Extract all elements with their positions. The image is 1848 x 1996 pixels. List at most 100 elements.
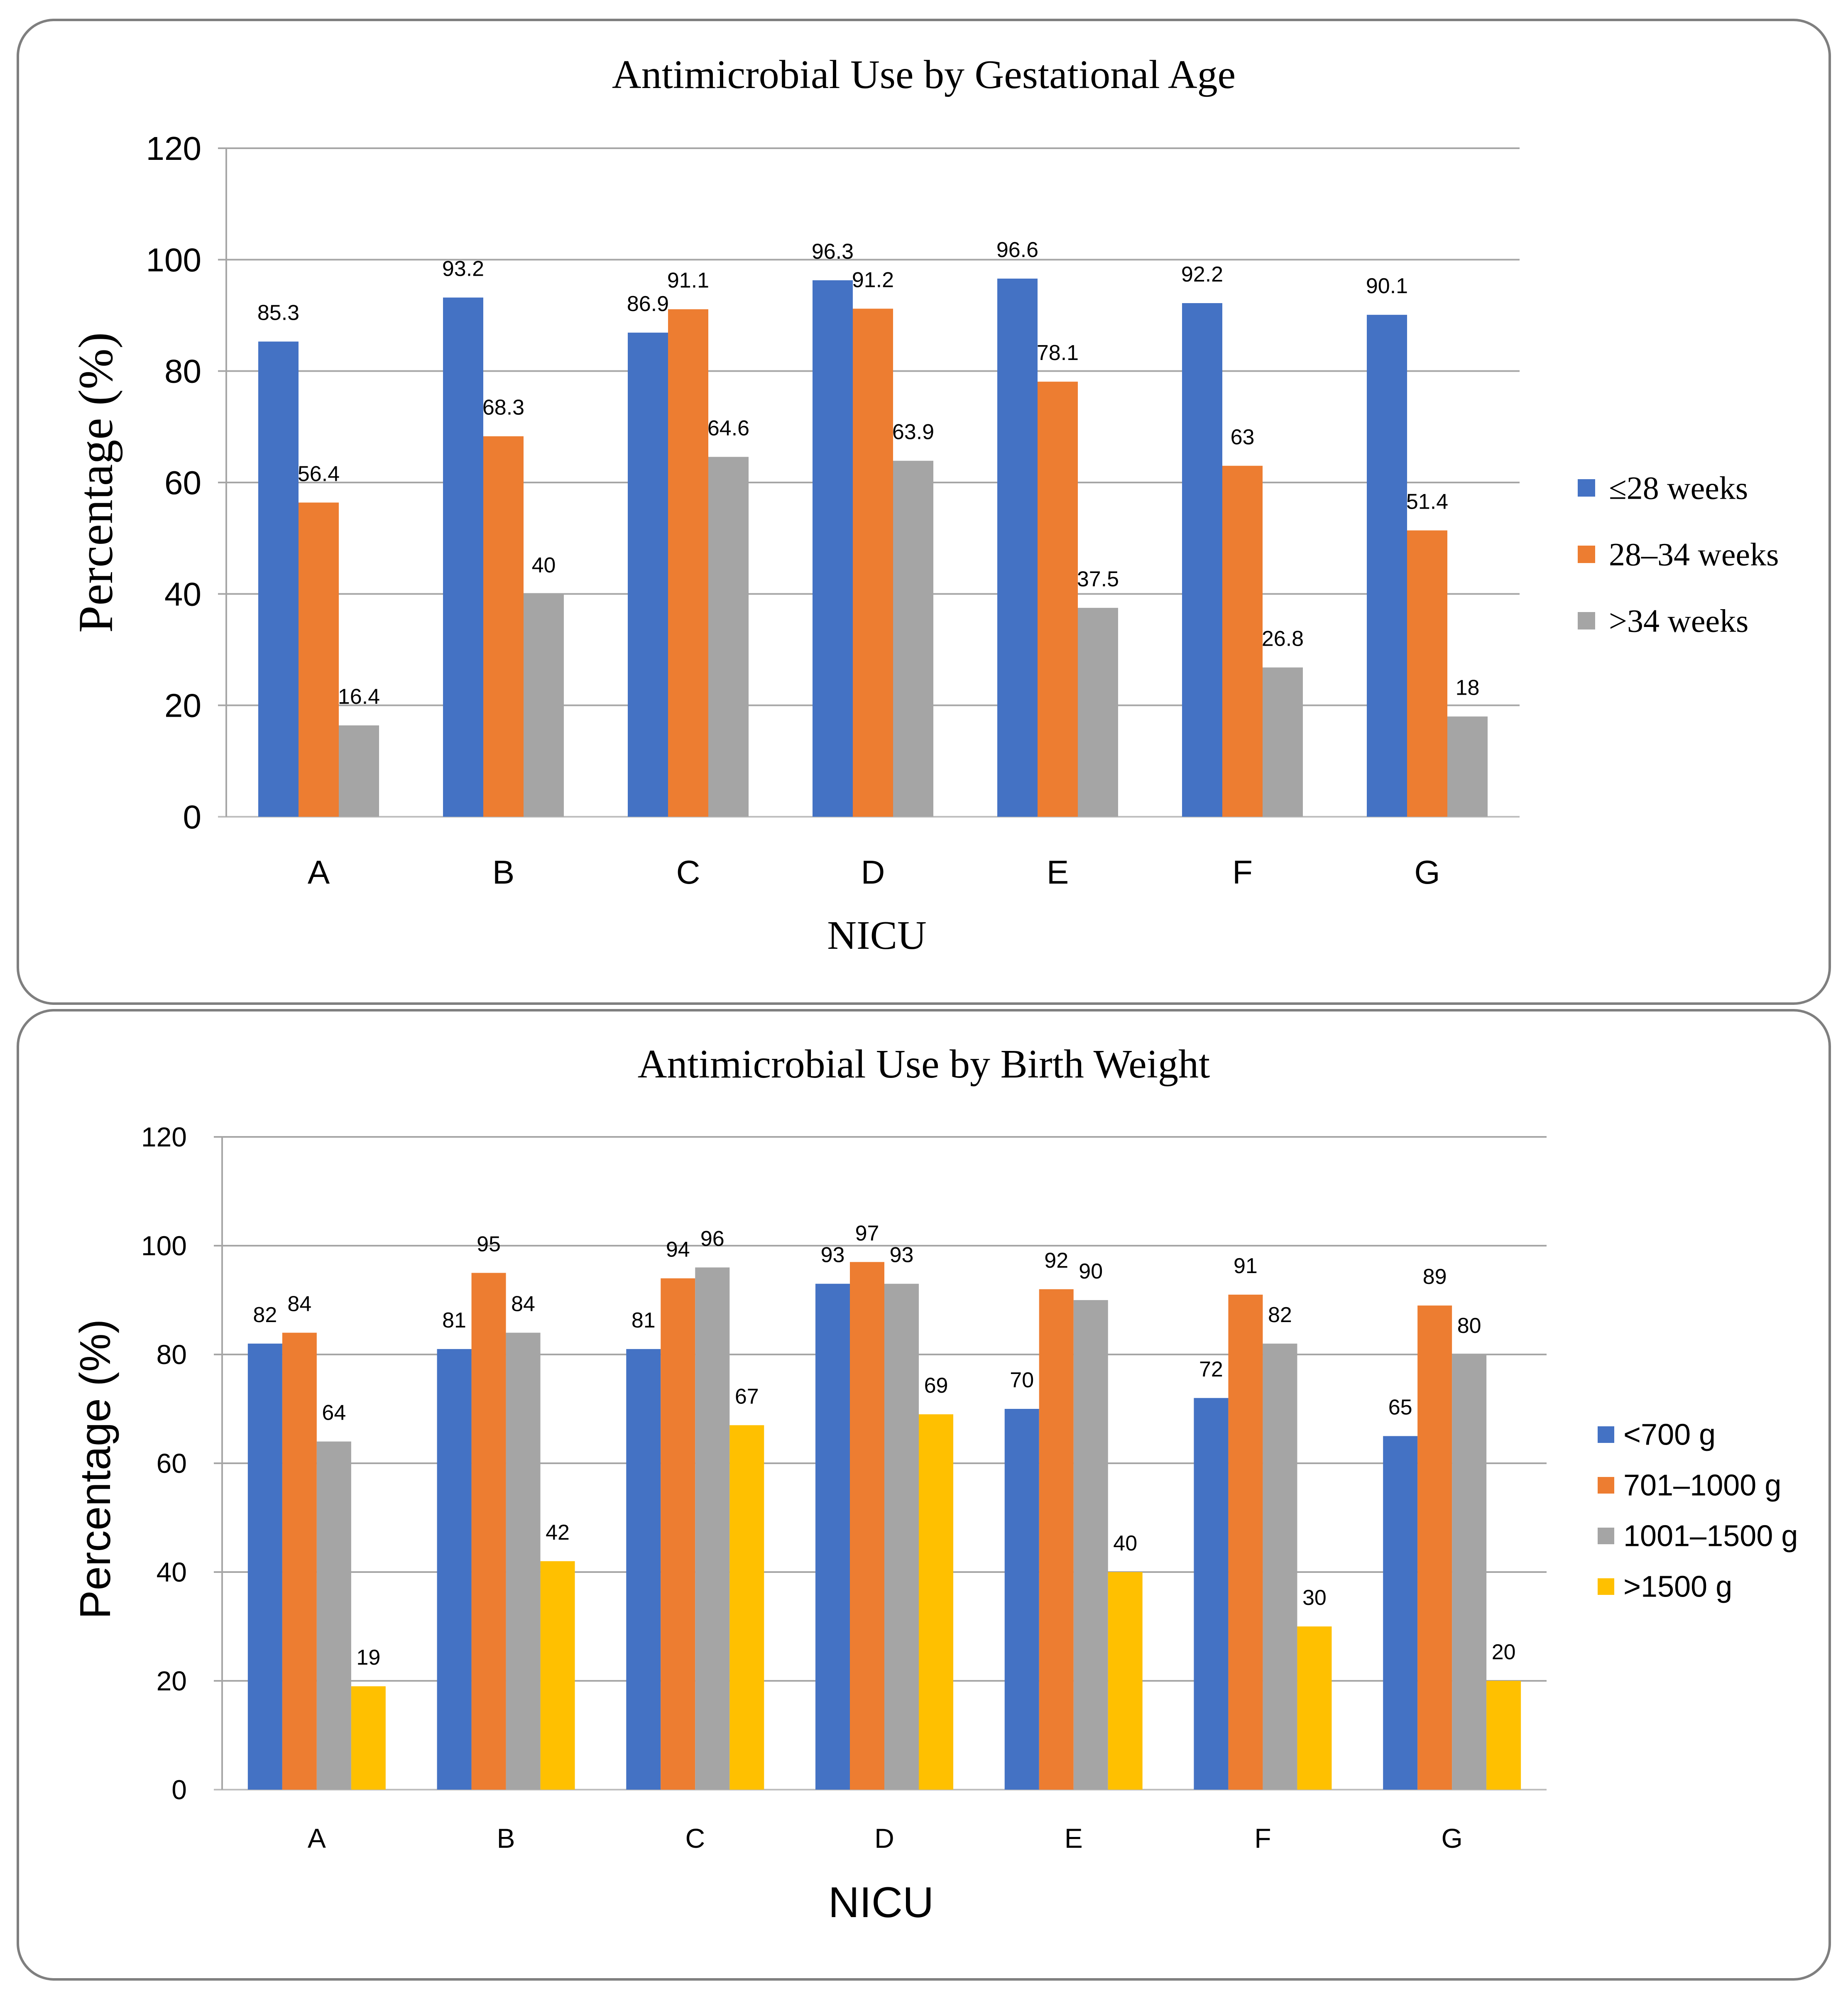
x-axis-title: NICU bbox=[827, 913, 927, 958]
x-tick-label: G bbox=[1414, 854, 1440, 891]
data-label: 69 bbox=[924, 1374, 948, 1398]
bar bbox=[471, 1273, 506, 1790]
bar bbox=[299, 502, 339, 817]
x-tick-label: C bbox=[676, 854, 700, 891]
data-label: 64 bbox=[322, 1401, 346, 1425]
y-axis-title: Percentage (%) bbox=[71, 1319, 120, 1619]
data-label: 18 bbox=[1456, 676, 1480, 700]
bar bbox=[695, 1267, 730, 1790]
bar bbox=[1486, 1681, 1521, 1790]
bar bbox=[661, 1278, 695, 1790]
data-label: 96 bbox=[700, 1227, 725, 1251]
y-tick-label: 100 bbox=[146, 241, 201, 278]
y-tick-label: 20 bbox=[157, 1665, 187, 1696]
bar bbox=[1417, 1305, 1452, 1790]
bar bbox=[729, 1425, 764, 1790]
data-label: 16.4 bbox=[338, 685, 380, 709]
data-label: 56.4 bbox=[298, 462, 340, 486]
y-tick-label: 40 bbox=[157, 1557, 187, 1587]
bar bbox=[1194, 1398, 1229, 1790]
data-label: 40 bbox=[532, 553, 556, 577]
bar bbox=[524, 594, 564, 817]
bar bbox=[1263, 1343, 1297, 1790]
data-label: 80 bbox=[1457, 1314, 1481, 1338]
legend-swatch bbox=[1578, 546, 1595, 563]
data-label: 96.3 bbox=[812, 240, 854, 264]
bar bbox=[1447, 716, 1488, 817]
bar bbox=[893, 460, 933, 817]
bar bbox=[1263, 667, 1303, 817]
data-label: 89 bbox=[1423, 1265, 1447, 1289]
bar bbox=[247, 1343, 282, 1790]
x-tick-label: F bbox=[1232, 854, 1253, 891]
bar bbox=[815, 1283, 850, 1790]
bar bbox=[1078, 607, 1118, 817]
data-label: 67 bbox=[735, 1384, 759, 1408]
data-label: 92 bbox=[1044, 1249, 1068, 1273]
bar bbox=[1004, 1409, 1039, 1790]
bar bbox=[884, 1283, 919, 1790]
bar bbox=[443, 297, 483, 817]
bar bbox=[258, 341, 299, 817]
data-label: 94 bbox=[666, 1238, 690, 1262]
legend-swatch bbox=[1578, 479, 1595, 497]
bar bbox=[628, 333, 668, 817]
bar bbox=[437, 1349, 472, 1790]
data-label: 68.3 bbox=[482, 396, 524, 420]
data-label: 26.8 bbox=[1262, 627, 1304, 651]
bar bbox=[540, 1561, 575, 1790]
data-label: 90.1 bbox=[1366, 274, 1408, 298]
bar bbox=[997, 278, 1038, 817]
bar bbox=[351, 1686, 386, 1790]
data-label: 51.4 bbox=[1406, 490, 1448, 514]
bar bbox=[850, 1262, 884, 1790]
legend-swatch bbox=[1598, 1578, 1614, 1595]
data-label: 78.1 bbox=[1037, 341, 1079, 365]
legend-label: 28–34 weeks bbox=[1609, 536, 1779, 573]
data-label: 97 bbox=[855, 1221, 879, 1245]
legend-swatch bbox=[1598, 1477, 1614, 1494]
y-tick-label: 120 bbox=[141, 1122, 187, 1152]
data-label: 20 bbox=[1492, 1640, 1516, 1664]
legend-label: >34 weeks bbox=[1609, 603, 1748, 639]
data-label: 86.9 bbox=[627, 292, 669, 316]
data-label: 81 bbox=[442, 1308, 466, 1332]
bar bbox=[483, 436, 524, 817]
x-tick-label: B bbox=[492, 854, 514, 891]
data-label: 82 bbox=[253, 1303, 277, 1327]
y-tick-label: 20 bbox=[164, 687, 201, 724]
bar bbox=[708, 457, 749, 817]
data-label: 40 bbox=[1113, 1531, 1137, 1555]
bar bbox=[1383, 1436, 1418, 1790]
data-label: 64.6 bbox=[707, 416, 749, 440]
x-tick-label: A bbox=[308, 854, 330, 891]
x-tick-label: G bbox=[1441, 1823, 1462, 1854]
legend-swatch bbox=[1578, 612, 1595, 629]
bar bbox=[1407, 530, 1447, 817]
data-label: 42 bbox=[546, 1521, 570, 1545]
data-label: 72 bbox=[1199, 1357, 1223, 1381]
x-tick-label: B bbox=[497, 1823, 515, 1854]
data-label: 65 bbox=[1388, 1396, 1412, 1420]
legend-label: 1001–1500 g bbox=[1623, 1519, 1798, 1553]
data-label: 63 bbox=[1231, 425, 1255, 449]
bar bbox=[668, 309, 708, 817]
x-tick-label: D bbox=[861, 854, 885, 891]
legend-swatch bbox=[1598, 1528, 1614, 1544]
legend-label: >1500 g bbox=[1623, 1570, 1732, 1603]
bar bbox=[813, 280, 853, 817]
data-label: 91.2 bbox=[852, 268, 894, 292]
bar bbox=[1228, 1294, 1263, 1790]
data-label: 82 bbox=[1268, 1303, 1292, 1327]
bar bbox=[626, 1349, 661, 1790]
bar bbox=[1073, 1300, 1108, 1790]
y-tick-label: 80 bbox=[157, 1339, 187, 1370]
data-label: 91.1 bbox=[667, 269, 709, 293]
y-tick-label: 40 bbox=[164, 576, 201, 612]
legend-label: ≤28 weeks bbox=[1609, 470, 1748, 506]
bar bbox=[1222, 465, 1263, 817]
x-tick-label: A bbox=[308, 1823, 326, 1854]
x-tick-label: E bbox=[1047, 854, 1069, 891]
bar bbox=[1039, 1289, 1074, 1790]
